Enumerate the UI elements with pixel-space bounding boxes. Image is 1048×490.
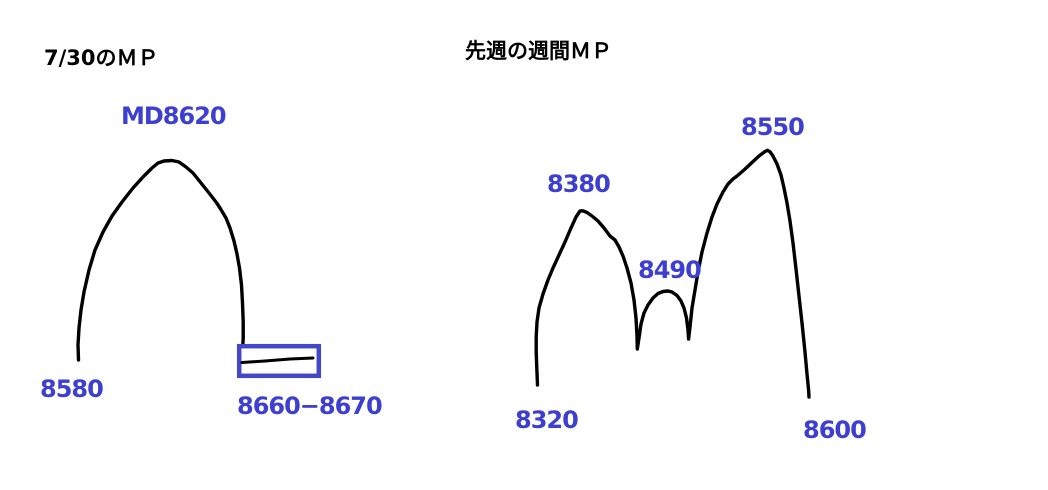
right-peak1-label: 8380 (547, 170, 611, 198)
right-mid-label: 8490 (638, 256, 702, 284)
left-range-label: 8660−8670 (237, 392, 383, 420)
right-peak2-label: 8550 (741, 113, 805, 141)
right-profile-curve (534, 148, 811, 399)
right-panel-title: 先週の週間ＭＰ (465, 39, 612, 63)
left-peak-label: MD8620 (121, 102, 227, 130)
range-highlight-box (236, 343, 322, 379)
left-profile-curve (76, 158, 245, 362)
right-low-label: 8320 (515, 406, 579, 434)
range-profile-line (240, 356, 315, 364)
left-panel-title: 7/30のＭＰ (44, 46, 159, 70)
left-low-label: 8580 (40, 375, 104, 403)
right-end-label: 8600 (803, 416, 867, 444)
